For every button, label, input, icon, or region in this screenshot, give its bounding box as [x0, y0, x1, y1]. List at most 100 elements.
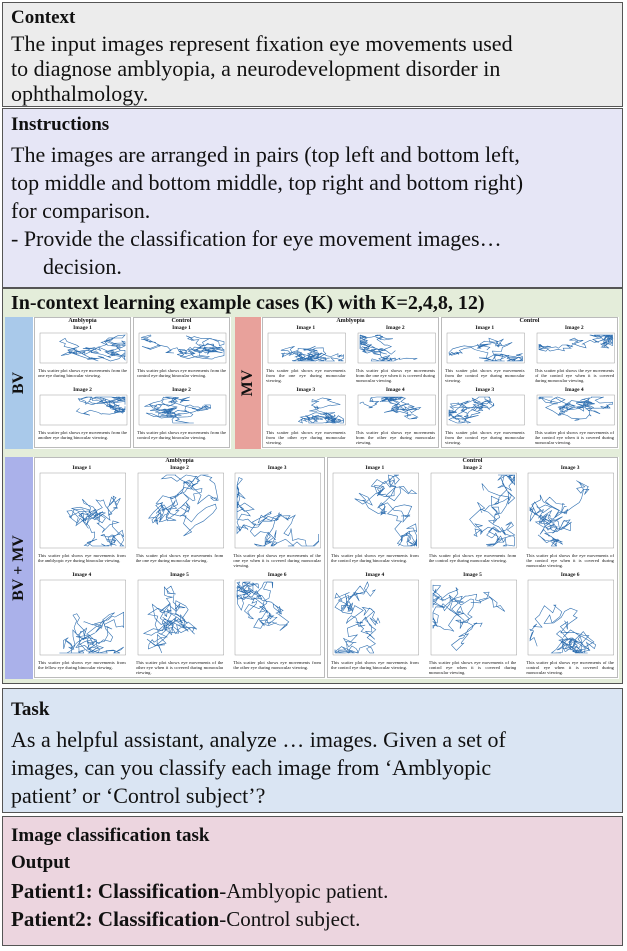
eye-trace — [448, 337, 524, 362]
plot-frame — [267, 332, 346, 364]
scatter-plot — [267, 394, 346, 426]
image-title: Image 4 — [365, 572, 385, 578]
scatter-plot — [137, 472, 224, 549]
text-line: top middle and bottom middle, top right … — [11, 170, 524, 195]
image-title: Image 4 — [72, 572, 92, 578]
image-title: Image 1 — [365, 465, 385, 471]
image-caption: This scatter plot shows eye movements fr… — [38, 368, 127, 379]
text-line: The input images represent fixation eye … — [11, 31, 513, 56]
text-line: patient’ or ‘Control subject’? — [11, 783, 266, 808]
plot-frame — [138, 332, 227, 364]
eye-trace — [359, 334, 417, 362]
group-frame — [441, 317, 618, 448]
field: Classification — [97, 879, 220, 903]
image-caption: This scatter plot shows eye movements fr… — [137, 368, 226, 379]
plot-frame — [267, 394, 346, 426]
eye-trace — [142, 585, 197, 654]
image-caption: This scatter plot shows eye movements fr… — [266, 368, 346, 384]
scatter-plot — [137, 579, 224, 656]
image-title: Image 5 — [463, 572, 482, 578]
image-title: Image 3 — [267, 465, 287, 471]
image-title: Image 1 — [73, 325, 92, 331]
examples-box: In-context learning example cases (K) wi… — [2, 288, 623, 684]
plot-frame — [446, 394, 525, 426]
image-title: Image 4 — [385, 387, 405, 393]
image-title: Image 3 — [296, 387, 316, 393]
plot-frame — [137, 579, 224, 656]
scatter-plot — [39, 579, 126, 656]
plot-frame — [528, 472, 615, 549]
plot-frame — [357, 394, 436, 426]
image-title: Image 2 — [463, 465, 482, 471]
panel-label: MV — [239, 369, 256, 397]
instructions-title: Instructions — [11, 114, 110, 135]
scatter-plot — [138, 332, 227, 364]
context-box: Context The input images represent fixat… — [2, 2, 623, 107]
image-caption: This scatter plot shows eye movements fr… — [331, 660, 419, 671]
image-title: Image 4 — [564, 387, 584, 393]
text-line: - Provide the classification for eye mov… — [11, 226, 502, 251]
plot-frame — [357, 332, 436, 364]
image-caption: This scatter plot shows eye movements fr… — [38, 660, 126, 671]
output-box: Image classification task Output Patient… — [2, 816, 623, 946]
image-title: Image 1 — [172, 325, 191, 331]
scatter-plot — [536, 332, 615, 364]
plot-frame — [536, 332, 615, 364]
plot-frame — [39, 472, 126, 549]
image-title: Image 2 — [564, 325, 584, 331]
eye-trace — [75, 396, 126, 416]
plot-frame — [39, 579, 126, 656]
image-caption: This scatter plot shows eye movements fr… — [38, 553, 126, 564]
image-caption: This scatter plot shows eye movements of… — [135, 660, 224, 676]
scatter-plot — [235, 579, 322, 656]
task-box: Task As a helpful assistant, analyze … i… — [2, 688, 623, 813]
plot-frame — [137, 472, 224, 549]
image-caption: This scatter plot shows eye movements fr… — [445, 368, 525, 384]
image-title: Image 3 — [475, 387, 495, 393]
image-title: Image 2 — [385, 325, 405, 331]
eye-trace — [537, 334, 614, 352]
eye-trace — [144, 396, 211, 424]
image-caption: This scatter plot shows eye movements fr… — [266, 430, 346, 446]
text-line: images, can you classify each image from… — [11, 755, 492, 780]
examples-title: In-context learning example cases (K) wi… — [11, 292, 485, 314]
scatter-plot — [536, 394, 615, 426]
panel-images: Amblyopia Image 1 This scatter plot shows … — [33, 457, 619, 679]
image-caption: This scatter plot shows eye movements of… — [428, 660, 517, 676]
group-label: Control — [519, 318, 540, 324]
scatter-plot — [430, 579, 517, 656]
eye-trace — [448, 396, 495, 424]
image-caption: This scatter plot shows eye movements fr… — [428, 553, 517, 564]
image-caption: This scatter plot shows eye movements fr… — [137, 430, 226, 441]
result-line: Patient2: Classification-Control subject… — [11, 907, 360, 932]
eye-trace — [432, 584, 505, 651]
image-title: Image 6 — [267, 572, 287, 578]
output-title: Image classification task — [11, 825, 210, 846]
group-frame — [34, 457, 325, 678]
text-line: decision. — [43, 254, 122, 279]
text-line: for comparison. — [11, 198, 151, 223]
text-line: ophthalmology. — [11, 81, 149, 106]
scatter-plot — [528, 472, 615, 549]
group-frame — [133, 317, 230, 448]
eye-trace — [529, 480, 590, 547]
patient: Patient1: — [11, 879, 93, 903]
scatter-plot — [446, 394, 525, 426]
field: Classification — [97, 907, 220, 931]
eye-trace — [236, 477, 320, 547]
plot-frame — [39, 332, 128, 364]
image-caption: This scatter plot shows eye movements fr… — [38, 430, 127, 441]
image-title: Image 1 — [296, 325, 316, 331]
scatter-plot — [446, 332, 525, 364]
image-caption: This scatter plot shows eye movements fr… — [135, 553, 224, 564]
eye-trace — [334, 581, 381, 654]
text-line: The images are arranged in pairs (top le… — [11, 142, 520, 167]
text-line: to diagnose amblyopia, a neurodevelopmen… — [11, 56, 501, 81]
panel-label-strip: BV + MV — [5, 457, 33, 679]
plot-frame — [235, 472, 322, 549]
plot-frame — [332, 472, 419, 549]
scatter-plot — [39, 394, 128, 426]
group-label: Control — [171, 318, 192, 324]
image-title: Image 3 — [560, 465, 580, 471]
image-title: Image 2 — [73, 387, 92, 393]
